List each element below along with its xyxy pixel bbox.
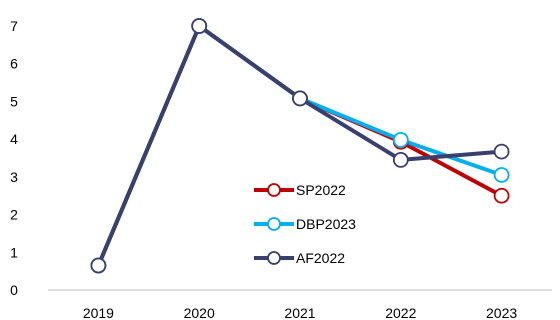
legend: SP2022 DBP2023 AF2022 bbox=[254, 182, 356, 266]
y-tick-label: 6 bbox=[10, 56, 18, 72]
data-point-af2022 bbox=[191, 18, 208, 34]
y-axis-ticks: 0 1 2 3 4 5 6 7 bbox=[10, 18, 18, 298]
data-point-af2022 bbox=[292, 90, 308, 107]
y-tick-label: 4 bbox=[10, 131, 18, 147]
series-points bbox=[90, 18, 510, 274]
legend-swatch-marker bbox=[267, 183, 281, 197]
y-tick-label: 3 bbox=[10, 169, 18, 185]
data-point-sp2022 bbox=[493, 187, 510, 204]
legend-label: SP2022 bbox=[296, 182, 346, 198]
y-tick-label: 1 bbox=[10, 244, 18, 260]
legend-swatch-marker bbox=[267, 251, 281, 265]
data-point-dbp2023 bbox=[392, 131, 409, 148]
x-tick-label: 2019 bbox=[83, 305, 114, 320]
legend-item-sp2022: SP2022 bbox=[254, 182, 346, 198]
data-point-af2022 bbox=[493, 143, 510, 160]
legend-item-af2022: AF2022 bbox=[254, 250, 345, 266]
y-tick-label: 7 bbox=[10, 18, 18, 34]
x-tick-label: 2021 bbox=[284, 305, 315, 320]
y-tick-label: 0 bbox=[10, 282, 18, 298]
data-point-dbp2023 bbox=[493, 167, 510, 183]
data-point-af2022 bbox=[392, 151, 409, 168]
legend-label: DBP2023 bbox=[296, 216, 356, 232]
x-tick-label: 2022 bbox=[385, 305, 416, 320]
x-tick-label: 2023 bbox=[486, 305, 517, 320]
legend-item-dbp2023: DBP2023 bbox=[254, 216, 356, 232]
x-tick-label: 2020 bbox=[184, 305, 215, 320]
legend-swatch-marker bbox=[267, 217, 281, 231]
legend-label: AF2022 bbox=[296, 250, 345, 266]
data-point-af2022 bbox=[90, 257, 107, 274]
x-axis-ticks: 2019 2020 2021 2022 2023 bbox=[83, 305, 518, 320]
y-tick-label: 2 bbox=[10, 207, 18, 223]
y-tick-label: 5 bbox=[10, 93, 18, 109]
